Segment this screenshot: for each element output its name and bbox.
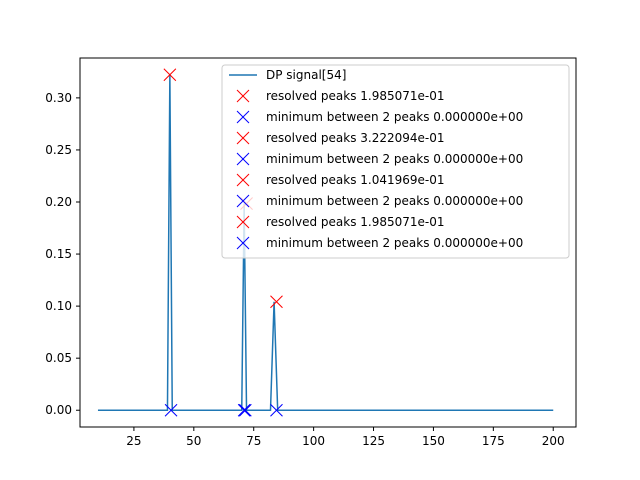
x-tick-label: 125 xyxy=(362,434,385,448)
legend-entry: DP signal[54] xyxy=(229,68,346,82)
legend-marker-swatch xyxy=(236,236,250,250)
legend-marker-swatch xyxy=(236,215,250,229)
legend-marker-swatch xyxy=(236,152,250,166)
minimum-marker xyxy=(270,403,283,417)
x-tick-label: 75 xyxy=(246,434,261,448)
x-tick-label: 100 xyxy=(302,434,325,448)
minimum-marker xyxy=(164,403,178,417)
legend-box xyxy=(221,64,570,259)
legend-label: minimum between 2 peaks 0.000000e+00 xyxy=(266,236,523,250)
legend-marker-swatch xyxy=(236,194,250,208)
legend-marker-swatch xyxy=(236,173,250,187)
legend-label: resolved peaks 1.985071e-01 xyxy=(266,89,445,103)
y-tick-label: 0.10 xyxy=(45,299,72,313)
legend-entry: minimum between 2 peaks 0.000000e+00 xyxy=(236,236,523,250)
y-tick-label: 0.30 xyxy=(45,91,72,105)
axes-frame xyxy=(79,57,577,428)
x-tick-label: 50 xyxy=(186,434,201,448)
y-tick-label: 0.15 xyxy=(45,247,72,261)
legend: DP signal[54] resolved peaks 1.985071e-01… xyxy=(221,64,570,259)
legend-label: DP signal[54] xyxy=(266,68,346,82)
x-tick-label: 25 xyxy=(126,434,141,448)
legend-label: minimum between 2 peaks 0.000000e+00 xyxy=(266,194,523,208)
legend-entry: resolved peaks 1.041969e-01 xyxy=(236,173,445,187)
legend-entry: minimum between 2 peaks 0.000000e+00 xyxy=(236,194,523,208)
legend-label: resolved peaks 1.985071e-01 xyxy=(266,215,445,229)
legend-marker-swatch xyxy=(236,131,250,145)
legend-entry: resolved peaks 1.985071e-01 xyxy=(236,89,445,103)
peak-marker xyxy=(163,68,177,82)
legend-entry: resolved peaks 3.222094e-01 xyxy=(236,131,445,145)
y-tick-label: 0.00 xyxy=(45,403,72,417)
y-tick-label: 0.05 xyxy=(45,351,72,365)
x-tick-label: 200 xyxy=(542,434,565,448)
legend-label: resolved peaks 3.222094e-01 xyxy=(266,131,445,145)
legend-marker-swatch xyxy=(236,110,250,124)
x-tick-label: 150 xyxy=(422,434,445,448)
x-tick-label: 175 xyxy=(482,434,505,448)
x-axis: 25 50 75 100 125 150 175 200 xyxy=(126,427,565,448)
legend-label: resolved peaks 1.041969e-01 xyxy=(266,173,445,187)
legend-label: minimum between 2 peaks 0.000000e+00 xyxy=(266,152,523,166)
y-tick-label: 0.25 xyxy=(45,143,72,157)
y-axis: 0.00 0.05 0.10 0.15 0.20 0.25 0.30 xyxy=(45,91,80,417)
legend-marker-swatch xyxy=(236,89,250,103)
legend-label: minimum between 2 peaks 0.000000e+00 xyxy=(266,110,523,124)
legend-entry: resolved peaks 1.985071e-01 xyxy=(236,215,445,229)
legend-entry: minimum between 2 peaks 0.000000e+00 xyxy=(236,152,523,166)
legend-entry: minimum between 2 peaks 0.000000e+00 xyxy=(236,110,523,124)
minimum-marker xyxy=(238,403,252,417)
y-tick-label: 0.20 xyxy=(45,195,72,209)
minimum-marker xyxy=(237,403,251,417)
peak-marker xyxy=(270,295,283,309)
